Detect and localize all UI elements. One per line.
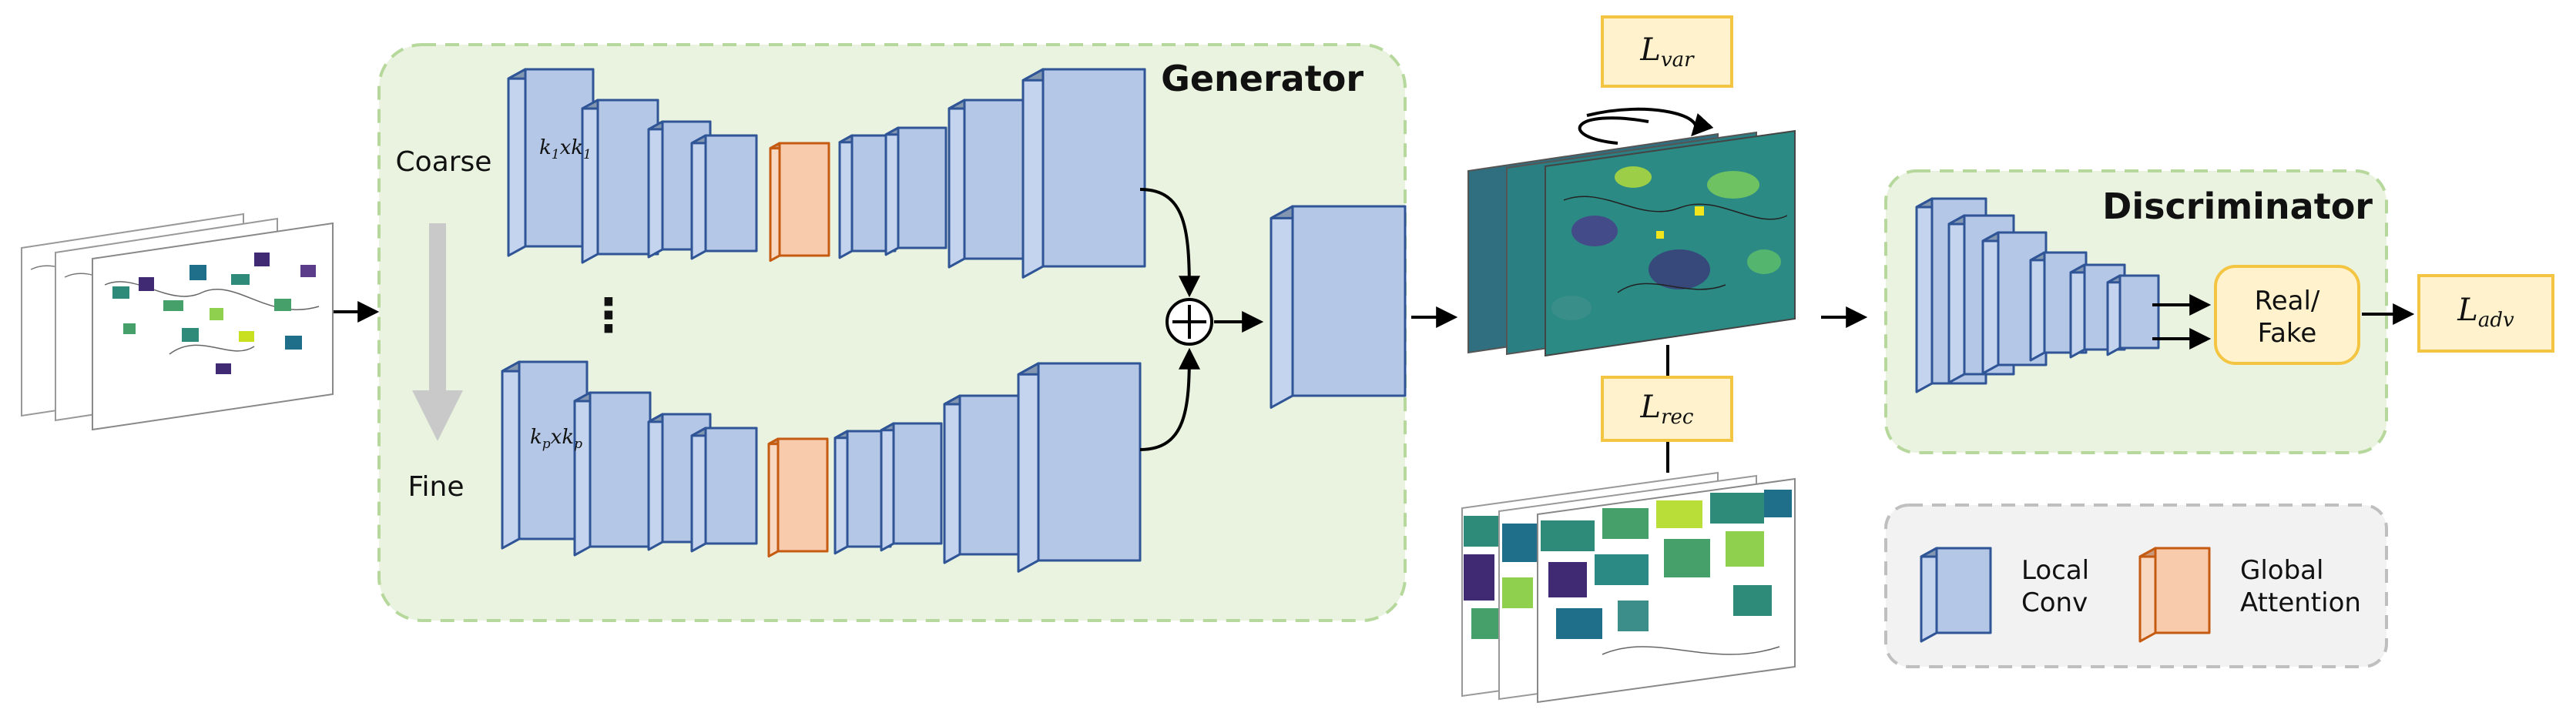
- legend-icons: [1920, 547, 2211, 643]
- generated-map-front: [1545, 129, 1796, 357]
- bottom-conv-block-6: [834, 430, 892, 555]
- target-map-front: [1537, 477, 1796, 704]
- bottom-conv-block-8: [943, 394, 1025, 564]
- bottom-conv-block-4: [690, 427, 758, 553]
- bottom-conv-block-1: [501, 360, 589, 550]
- output-conv-block: [1270, 205, 1407, 409]
- kernel-label-top: k1xk1: [539, 136, 592, 162]
- top-conv-block-9: [1021, 68, 1146, 279]
- svg-text:Lvar: Lvar: [1639, 32, 1695, 72]
- top-conv-block-6: [838, 134, 897, 259]
- sum-operator-icon: [1166, 298, 1213, 346]
- bottom-conv-block-7: [880, 422, 943, 552]
- generator-title: Generator: [1161, 58, 1363, 99]
- legend-local-label-line2: Conv: [2021, 587, 2088, 618]
- generated-dense-maps: [1467, 129, 1796, 357]
- legend-global-attention-icon: [2138, 547, 2211, 643]
- legend-global-label-line2: Attention: [2240, 587, 2361, 618]
- var-loss-box: Lvar: [1601, 15, 1733, 88]
- generator-bottom-branch: [501, 360, 1142, 573]
- rotation-arrow: [1578, 116, 1649, 145]
- generator-top-branch: [507, 68, 1146, 279]
- discriminator-conv-block-5: [2069, 263, 2126, 359]
- bottom-attention-block-5: [767, 437, 829, 558]
- adv-loss-box: Ladv: [2417, 274, 2554, 353]
- target-sparse-maps: [1461, 471, 1796, 704]
- top-attention-block-5: [769, 142, 830, 263]
- coarse-label: Coarse: [396, 146, 492, 178]
- discriminator-conv-block-6: [2106, 274, 2160, 356]
- rotation-arrow-return: [1586, 107, 1714, 137]
- top-conv-block-8: [948, 99, 1029, 269]
- input-sparse-maps: [21, 212, 334, 431]
- generator-output-layer: [1270, 205, 1407, 409]
- discriminator-layers: [1915, 197, 2160, 393]
- bottom-branch-to-sum-arrow: [1139, 347, 1200, 451]
- legend-global-label-line1: Global: [2240, 555, 2323, 586]
- rec-loss-box: Lrec: [1601, 376, 1733, 442]
- legend-local-label-line1: Local: [2021, 555, 2089, 586]
- kernel-label-bottom: kpxkp: [530, 426, 582, 452]
- top-conv-block-4: [690, 134, 758, 260]
- ellipsis: ⋮: [585, 289, 632, 343]
- legend-local-conv-icon: [1920, 547, 1992, 643]
- svg-text:Lrec: Lrec: [1640, 390, 1694, 429]
- fine-label: Fine: [408, 471, 464, 503]
- top-conv-block-1: [507, 68, 595, 257]
- top-conv-block-7: [884, 126, 948, 256]
- svg-text:Ladv: Ladv: [2457, 293, 2514, 332]
- legend-panel: [1884, 504, 2388, 668]
- bottom-conv-block-9: [1017, 362, 1142, 573]
- top-conv-block-2: [581, 99, 659, 264]
- svg-text:Fake: Fake: [2258, 318, 2317, 349]
- input-map-front: [92, 222, 334, 431]
- top-branch-to-sum-arrow: [1139, 188, 1200, 298]
- real-fake-box: Real/ Fake: [2214, 265, 2360, 365]
- discriminator-title: Discriminator: [2102, 186, 2373, 227]
- svg-text:Real/: Real/: [2255, 286, 2320, 316]
- bottom-conv-block-2: [573, 391, 652, 557]
